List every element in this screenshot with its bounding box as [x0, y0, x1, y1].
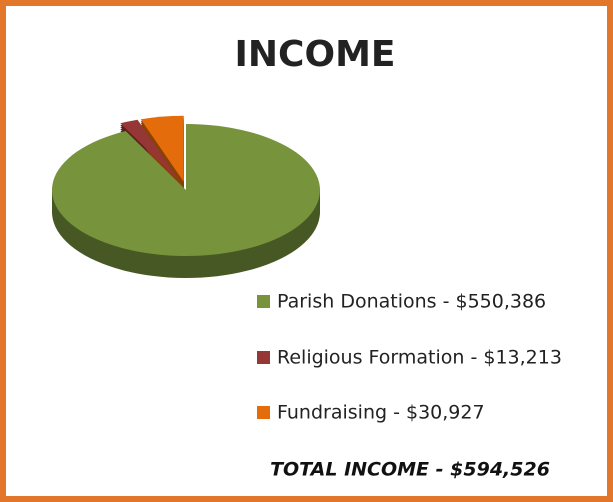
legend-swatch [257, 351, 270, 364]
legend-label: Fundraising - $30,927 [277, 402, 485, 424]
chart-title: INCOME [235, 34, 396, 75]
legend-label: Religious Formation - $13,213 [277, 347, 562, 369]
legend-label: Parish Donations - $550,386 [277, 291, 546, 313]
slice [51, 124, 321, 257]
legend-swatch [257, 295, 270, 308]
slice [120, 119, 181, 183]
slice [140, 115, 184, 182]
total-label: TOTAL INCOME - $594,526 [270, 459, 550, 481]
legend-swatch [257, 406, 270, 419]
